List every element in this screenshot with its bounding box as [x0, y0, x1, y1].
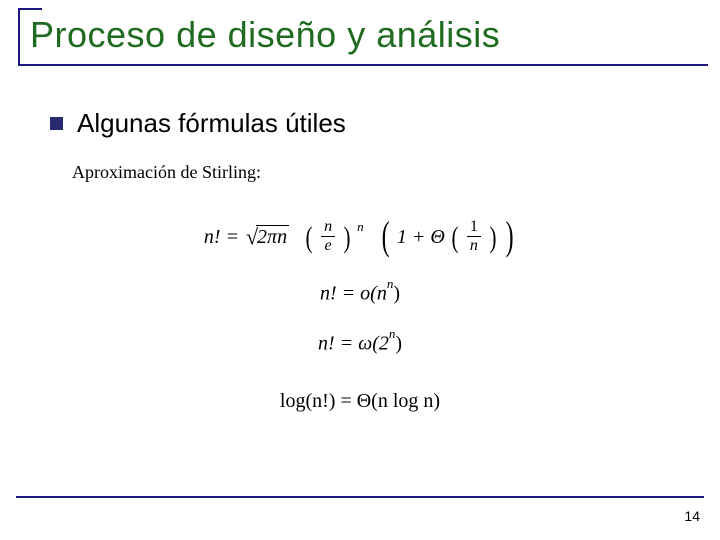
paren-close-icon: ): [506, 212, 514, 259]
eq1-frac2-den: n: [467, 237, 481, 255]
bullet-row: Algunas fórmulas útiles: [50, 108, 346, 139]
paren-open-icon: (: [306, 221, 313, 255]
title-rule-left: [18, 8, 20, 64]
sqrt-icon: √2πn: [244, 223, 289, 249]
title-rule-bottom: [18, 64, 708, 66]
page-title: Proceso de diseño y análisis: [18, 8, 708, 62]
eq1-frac1-den: e: [321, 237, 335, 255]
paren-open-icon: (: [451, 221, 458, 255]
eq3-text: n! = ω(2: [318, 333, 389, 355]
eq2-exp: n: [387, 276, 394, 291]
eq2-close: ): [393, 283, 400, 305]
bullet-text: Algunas fórmulas útiles: [77, 108, 346, 139]
eq1-frac2: 1 n: [467, 218, 481, 254]
eq2-text: n! = o(n: [320, 283, 387, 305]
eq1-exp1: n: [357, 219, 364, 234]
formula-stirling: n! = √2πn ( n e ) n ( 1 + Θ ( 1 n ) ): [0, 206, 720, 257]
eq3-close: ): [395, 333, 402, 355]
eq4-text: log(n!) = Θ(n log n): [280, 390, 440, 412]
eq1-frac1: n e: [321, 218, 335, 254]
paren-close-icon: ): [344, 221, 351, 255]
formula-little-o: n! = o(nn): [0, 280, 720, 306]
formula-log-factorial: log(n!) = Θ(n log n): [0, 390, 720, 413]
paren-close-icon: ): [489, 221, 496, 255]
eq1-radicand: 2πn: [256, 225, 289, 248]
square-bullet-icon: [50, 117, 63, 130]
eq3-exp: n: [389, 326, 396, 341]
paren-open-icon: (: [381, 212, 389, 259]
page-number: 14: [684, 508, 700, 524]
title-rule-top: [18, 8, 42, 10]
slide: Proceso de diseño y análisis Algunas fór…: [0, 0, 720, 540]
eq1-lhs: n! =: [204, 226, 244, 248]
title-block: Proceso de diseño y análisis: [18, 8, 708, 62]
footer-rule: [16, 496, 704, 498]
eq1-frac2-num: 1: [467, 218, 481, 237]
formula-little-omega: n! = ω(2n): [0, 330, 720, 356]
eq1-1plus: 1 + Θ: [397, 226, 445, 248]
eq1-frac1-num: n: [321, 218, 335, 237]
stirling-label: Aproximación de Stirling:: [72, 162, 261, 183]
